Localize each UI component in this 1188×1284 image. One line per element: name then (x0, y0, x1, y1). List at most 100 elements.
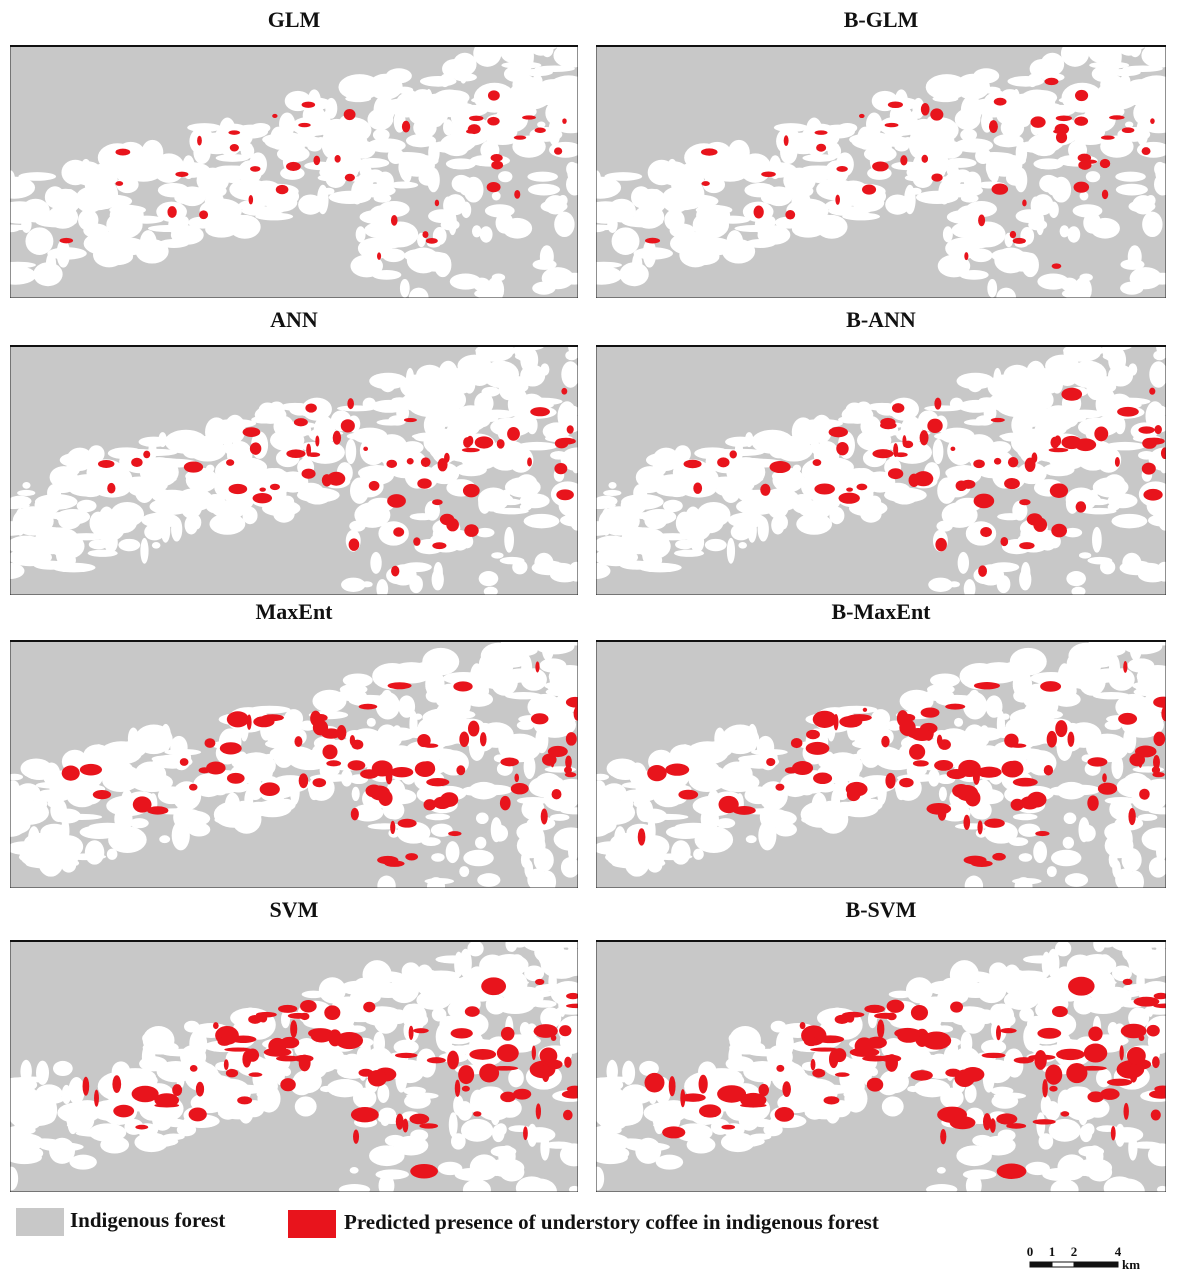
presence-patch (1150, 118, 1155, 124)
presence-patch (800, 1022, 806, 1029)
presence-patch (1056, 1049, 1085, 1060)
presence-patch (1000, 1028, 1017, 1033)
presence-patch (368, 1070, 387, 1086)
open-area (1127, 658, 1154, 672)
open-area (68, 1114, 78, 1135)
presence-patch (131, 458, 142, 467)
open-area (443, 119, 453, 135)
open-area (960, 468, 969, 479)
presence-patch (776, 1065, 784, 1072)
open-area (1013, 813, 1038, 820)
presence-patch (62, 765, 80, 780)
open-area (373, 468, 382, 479)
open-area (1112, 965, 1132, 981)
open-area (45, 856, 57, 875)
open-area (621, 791, 657, 802)
presence-patch (836, 166, 848, 172)
open-area (406, 102, 430, 115)
presence-patch (1045, 1064, 1062, 1084)
open-area (947, 165, 959, 178)
open-area (1084, 995, 1123, 1014)
presence-patch (862, 1056, 888, 1062)
open-area (35, 267, 61, 278)
open-area (372, 270, 401, 280)
open-area (591, 1167, 604, 1191)
open-area (1027, 90, 1057, 105)
open-area (1122, 553, 1141, 573)
open-area (1096, 1069, 1112, 1088)
open-area (498, 171, 512, 182)
presence-patch (80, 764, 102, 776)
presence-patch (344, 109, 356, 120)
presence-patch (270, 484, 280, 490)
open-area (955, 187, 970, 194)
open-area (554, 212, 574, 237)
open-area (1154, 162, 1166, 176)
open-area (206, 185, 227, 197)
open-area (113, 238, 146, 256)
presence-patch (964, 252, 968, 260)
open-area (356, 226, 366, 242)
open-area (707, 790, 720, 815)
open-area (449, 395, 458, 412)
presence-patch (1075, 90, 1088, 101)
map-panel (578, 332, 1183, 599)
presence-patch (301, 1003, 314, 1012)
open-area (391, 397, 407, 403)
presence-patch (702, 181, 710, 186)
presence-patch (1074, 182, 1090, 193)
presence-patch (405, 853, 418, 860)
legend-swatch (16, 1208, 64, 1236)
presence-patch (345, 174, 355, 182)
open-area (1134, 688, 1157, 696)
open-area (1079, 552, 1091, 558)
open-area (561, 361, 579, 388)
open-area (1087, 557, 1112, 565)
open-area (1132, 195, 1154, 214)
presence-patch (754, 206, 764, 219)
open-area (579, 177, 621, 199)
open-area (792, 185, 813, 197)
open-area (793, 465, 801, 473)
open-area (170, 736, 187, 759)
open-area (1086, 171, 1100, 182)
open-area (216, 154, 249, 162)
open-area (612, 227, 640, 255)
open-area (928, 769, 940, 787)
presence-patch (242, 1051, 251, 1068)
open-area (987, 279, 997, 298)
open-area (626, 1142, 670, 1151)
presence-patch (1035, 831, 1049, 836)
presence-patch (954, 1070, 974, 1087)
presence-patch (1149, 1090, 1174, 1099)
open-area (981, 109, 992, 116)
open-area (398, 157, 411, 177)
presence-patch (770, 461, 791, 473)
open-area (520, 1022, 530, 1036)
open-area (693, 211, 729, 239)
open-area (1020, 98, 1029, 121)
open-area (98, 143, 137, 172)
presence-patch (863, 708, 867, 712)
open-area (65, 189, 74, 198)
open-area (500, 557, 525, 565)
presence-patch (1100, 1088, 1119, 1099)
open-area (414, 713, 422, 719)
open-area (187, 123, 221, 132)
presence-patch (563, 1110, 573, 1120)
open-area (932, 95, 958, 102)
presence-patch (973, 459, 985, 468)
presence-patch (94, 1090, 99, 1107)
presence-patch (377, 856, 398, 864)
open-area (621, 267, 647, 278)
open-area (354, 502, 390, 528)
presence-patch (522, 115, 536, 119)
open-area (565, 350, 578, 360)
open-area (979, 745, 998, 754)
open-area (13, 506, 54, 535)
presence-patch (888, 101, 903, 108)
open-area (586, 1137, 620, 1152)
presence-patch (1152, 766, 1160, 773)
open-area (1138, 959, 1177, 977)
open-area (885, 195, 910, 215)
